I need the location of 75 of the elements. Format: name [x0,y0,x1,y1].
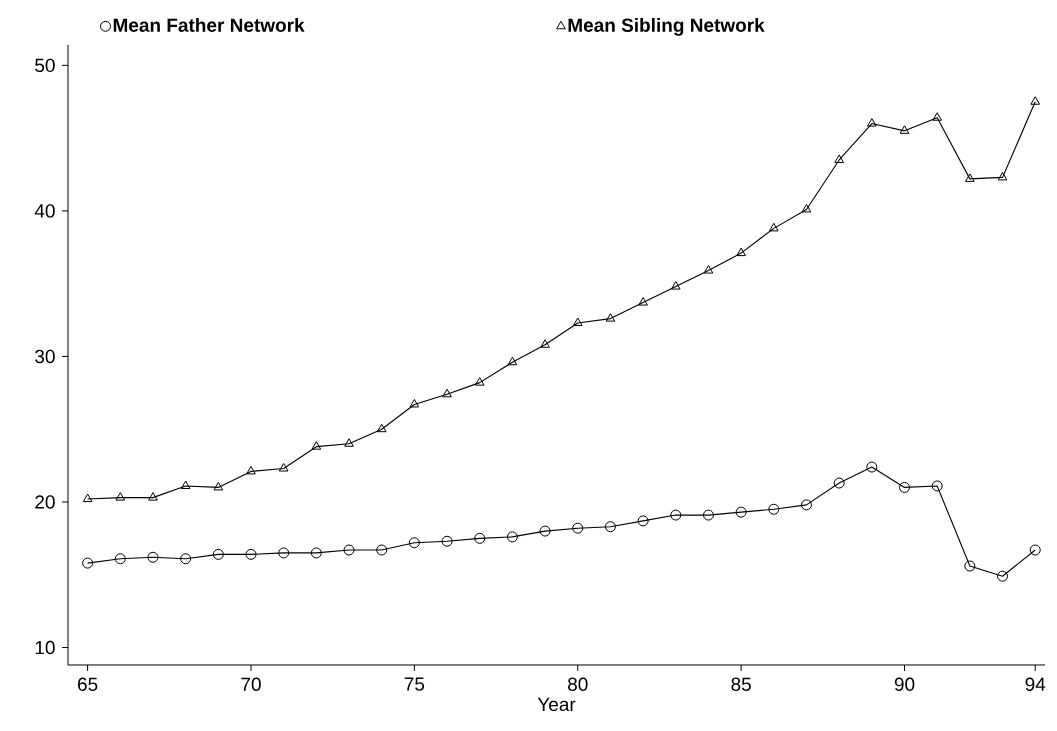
point [899,481,911,493]
point [82,493,93,503]
point [376,423,387,433]
point [931,480,943,492]
point [474,532,486,544]
point [866,461,878,473]
point [212,548,224,560]
point [670,509,682,521]
point [180,553,192,565]
point [638,297,648,306]
x-tick-label: 90 [894,677,915,691]
legend-label: Mean Sibling Network [568,17,765,36]
x-axis-title: Year [537,697,576,712]
point [800,499,812,511]
point [964,560,976,572]
point [572,317,583,326]
point [246,465,256,475]
point [801,203,812,213]
point [702,509,714,521]
point [474,377,485,386]
point [540,339,550,348]
point [278,547,290,559]
point [506,531,518,543]
point [735,506,747,518]
y-tick-label: 20 [35,495,55,509]
x-tick-label: 94 [1025,677,1046,691]
point [442,388,452,398]
x-tick-label: 65 [78,677,98,691]
point [605,313,616,322]
point [670,281,681,290]
point [343,544,355,556]
point [965,173,975,182]
point [572,522,584,534]
point [867,118,877,127]
point [115,492,126,501]
point [768,503,780,515]
point [604,521,616,533]
point [899,125,910,134]
point [409,398,420,408]
x-tick-label: 85 [731,677,751,691]
legend-label: Mean Father Network [113,17,305,32]
y-tick-label: 50 [35,58,55,73]
point [539,525,551,537]
point [1030,96,1041,105]
point [736,247,746,257]
point [834,154,844,163]
point [148,492,158,501]
y-tick-label: 30 [35,349,55,364]
x-tick-label: 70 [241,677,261,691]
point [997,570,1009,582]
point [180,480,191,489]
point [932,112,943,121]
y-tick-label: 40 [34,204,55,218]
point [311,441,322,450]
point [310,547,322,559]
point [703,265,714,274]
point [114,553,126,565]
point [278,463,289,472]
point [344,438,354,447]
point [833,477,845,489]
point [507,356,518,366]
point [441,535,453,547]
point [376,544,388,556]
point [1029,544,1041,556]
y-tick-label: 10 [35,640,55,655]
x-tick-label: 75 [404,677,425,691]
point [408,537,420,549]
point [213,481,224,491]
point [637,515,649,527]
point [147,551,159,563]
point [245,548,257,560]
point [997,171,1008,181]
x-tick-label: 80 [568,677,588,691]
point [768,222,779,232]
point [82,557,94,569]
